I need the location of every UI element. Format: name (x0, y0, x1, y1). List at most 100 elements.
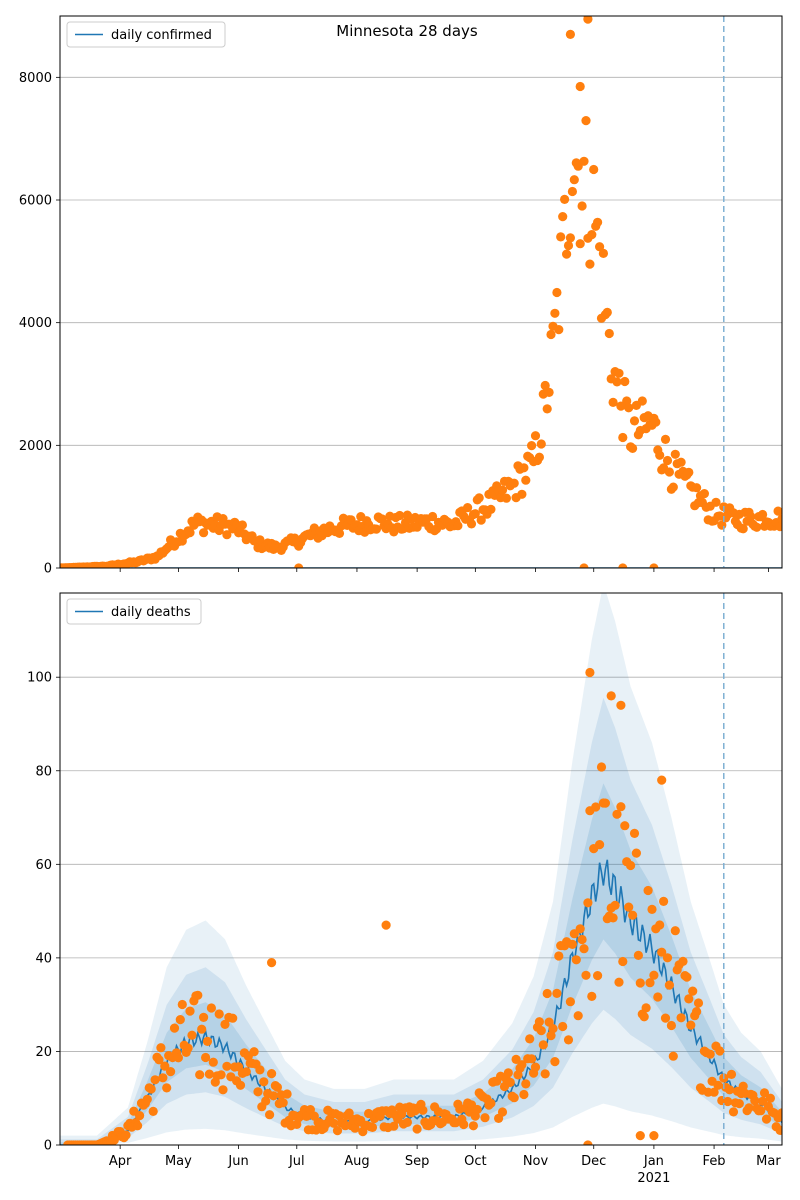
y-tick-label: 20 (35, 1045, 52, 1060)
data-point (775, 522, 782, 532)
data-point (595, 840, 605, 850)
data-point (684, 467, 694, 477)
data-point (550, 308, 560, 318)
data-point (540, 380, 550, 391)
data-point (581, 116, 591, 126)
y-tick-label: 100 (27, 671, 52, 686)
data-point (332, 1126, 343, 1136)
data-point (664, 980, 675, 990)
data-point (199, 528, 209, 538)
data-point (567, 186, 578, 197)
data-point (668, 482, 678, 492)
data-point (628, 443, 638, 453)
data-point (653, 992, 663, 1002)
data-point (563, 1035, 574, 1045)
data-point (453, 521, 463, 531)
data-point (647, 904, 657, 915)
data-point (519, 1089, 529, 1100)
data-point (216, 1070, 226, 1080)
y-tick-label: 80 (35, 764, 52, 779)
data-point (655, 450, 665, 460)
data-point (569, 175, 579, 185)
data-point (530, 1062, 541, 1072)
data-point (577, 934, 587, 945)
data-point (214, 1009, 224, 1019)
data-point (728, 1107, 739, 1117)
data-point (474, 493, 484, 503)
data-point (614, 977, 624, 987)
data-point (670, 449, 680, 459)
data-point (204, 1069, 214, 1079)
data-point (560, 194, 570, 204)
data-point (583, 898, 593, 908)
data-point (723, 1096, 733, 1107)
data-point (612, 809, 622, 819)
data-point (156, 1043, 166, 1053)
data-point (175, 1015, 185, 1025)
data-point (699, 489, 710, 499)
data-point (261, 1096, 271, 1106)
data-point (758, 509, 768, 520)
data-point (527, 441, 537, 451)
data-point (501, 493, 511, 503)
y-tick-label: 6000 (19, 194, 52, 209)
data-point (412, 1124, 422, 1134)
data-point (162, 1083, 172, 1093)
data-point (169, 1023, 180, 1033)
plot-frame (59, 15, 783, 569)
data-point (228, 1013, 238, 1023)
data-point (486, 1098, 496, 1108)
data-point (468, 1121, 478, 1131)
data-point (587, 230, 597, 240)
data-point (199, 1012, 209, 1023)
data-point (185, 528, 195, 538)
data-point (497, 1107, 508, 1117)
data-point (301, 1111, 312, 1121)
data-point (552, 287, 562, 298)
data-point (517, 1060, 527, 1070)
data-point (649, 563, 659, 568)
data-point (268, 1091, 279, 1101)
x-tick-label: Mar (756, 1154, 781, 1169)
data-point (575, 924, 585, 934)
data-point (600, 798, 611, 808)
data-point (761, 1114, 772, 1124)
data-point (715, 1046, 725, 1056)
data-point (693, 998, 704, 1008)
data-point (659, 896, 669, 907)
data-point (593, 217, 603, 227)
data-point (185, 1006, 195, 1016)
data-point (546, 1031, 556, 1041)
data-point (628, 910, 638, 920)
data-point (173, 1053, 183, 1063)
x-tick-label: Jul (288, 1154, 305, 1169)
uncertainty-band-1 (60, 593, 782, 1145)
data-point (278, 1098, 288, 1108)
data-point (777, 1108, 782, 1118)
data-point (583, 1140, 593, 1145)
x-tick-label: Jun (227, 1154, 248, 1169)
data-point (505, 1077, 515, 1087)
data-point (381, 920, 391, 930)
deaths-chart-panel: 0 20 40 60 80 100 Apr May Jun Jul Aug Sep Oct Nov Dec J… (27, 592, 783, 1186)
data-point (195, 1070, 205, 1080)
data-point (418, 1105, 428, 1115)
data-point (637, 396, 647, 406)
data-point (593, 971, 603, 981)
data-point (631, 848, 642, 858)
data-point (150, 1075, 160, 1085)
data-point (183, 1043, 193, 1053)
data-point (222, 530, 232, 540)
data-point (575, 81, 585, 92)
data-point (521, 1079, 531, 1089)
data-point (158, 1073, 168, 1083)
data-point (624, 902, 634, 912)
data-point (657, 775, 667, 785)
data-point (121, 1130, 131, 1140)
data-point (612, 377, 622, 387)
data-point (235, 1080, 246, 1090)
data-point (562, 249, 572, 259)
data-point (511, 1054, 521, 1064)
data-point (626, 860, 636, 871)
data-point (662, 455, 673, 466)
